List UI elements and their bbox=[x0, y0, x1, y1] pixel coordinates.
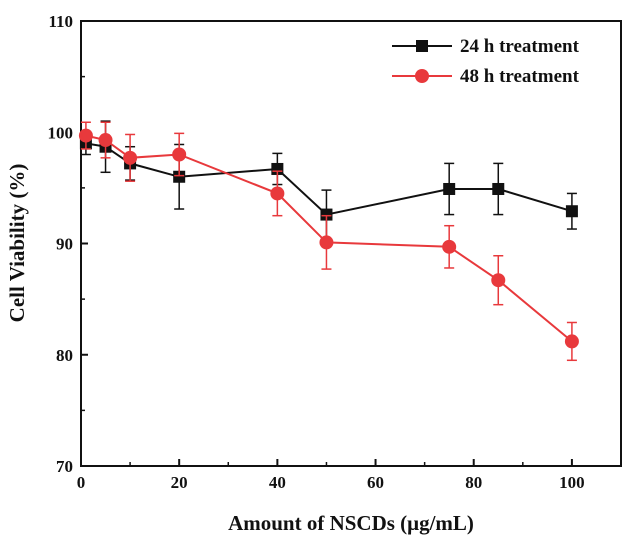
data-point-circle bbox=[172, 147, 187, 162]
legend-item-1: 24 h treatment bbox=[392, 36, 580, 57]
data-point-circle bbox=[98, 133, 113, 148]
legend-item-2: 48 h treatment bbox=[392, 66, 580, 87]
x-ticks: 0 20 40 60 80 100 bbox=[77, 459, 585, 492]
x-tick-label: 100 bbox=[559, 473, 585, 492]
data-point-square bbox=[320, 208, 333, 221]
data-point-circle bbox=[442, 239, 457, 254]
data-point-circle bbox=[78, 128, 93, 143]
data-point-circle bbox=[319, 235, 334, 250]
y-tick-label: 90 bbox=[56, 235, 73, 254]
data-point-circle bbox=[491, 273, 506, 288]
data-point-circle bbox=[270, 186, 285, 201]
data-point-square bbox=[443, 182, 456, 195]
y-tick-label: 110 bbox=[48, 12, 73, 31]
legend-label: 48 h treatment bbox=[460, 66, 580, 87]
series-2 bbox=[78, 121, 579, 362]
y-tick-label: 80 bbox=[56, 346, 73, 365]
series-1 bbox=[79, 120, 578, 240]
data-point-square bbox=[271, 162, 284, 175]
data-point-square bbox=[565, 205, 578, 218]
legend: 24 h treatment 48 h treatment bbox=[392, 36, 580, 87]
data-point-circle bbox=[123, 150, 138, 165]
y-tick-label: 100 bbox=[48, 123, 74, 142]
x-tick-label: 40 bbox=[269, 473, 286, 492]
x-tick-label: 20 bbox=[171, 473, 188, 492]
y-axis-label: Cell Viability (%) bbox=[5, 164, 29, 323]
y-tick-label: 70 bbox=[56, 457, 73, 476]
data-point-square bbox=[173, 170, 186, 183]
data-point-circle bbox=[564, 334, 579, 349]
y-ticks: 70 80 90 100 110 bbox=[48, 12, 88, 476]
legend-marker bbox=[415, 69, 429, 83]
x-tick-label: 80 bbox=[465, 473, 482, 492]
series-layer bbox=[78, 120, 579, 362]
x-axis-label: Amount of NSCDs (μg/mL) bbox=[228, 511, 474, 535]
legend-label: 24 h treatment bbox=[460, 36, 580, 57]
x-tick-label: 0 bbox=[77, 473, 86, 492]
data-point-square bbox=[492, 182, 505, 195]
legend-marker bbox=[416, 40, 428, 52]
x-tick-label: 60 bbox=[367, 473, 384, 492]
